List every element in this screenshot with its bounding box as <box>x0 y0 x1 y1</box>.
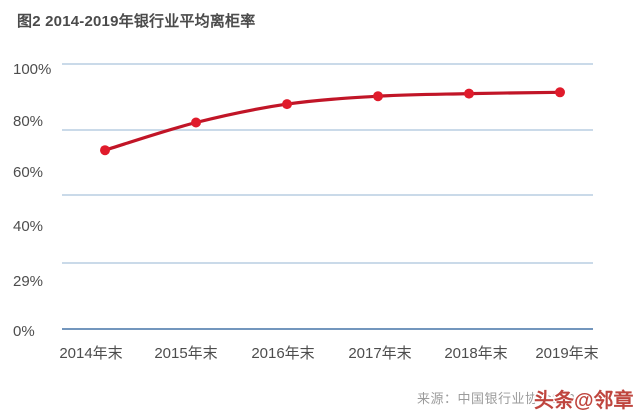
data-point <box>464 88 474 99</box>
data-points <box>100 87 565 156</box>
x-tick-label: 2014年末 <box>59 345 123 362</box>
y-tick-label: 60% <box>13 164 44 181</box>
y-tick-label: 80% <box>13 113 44 130</box>
data-point <box>191 117 201 128</box>
data-point <box>282 99 292 110</box>
x-tick-label: 2019年末 <box>535 345 599 362</box>
x-tick-label: 2017年末 <box>348 345 412 362</box>
source-note: 来源：中国银行业协会2020 <box>417 391 583 406</box>
chart-title: 图2 2014-2019年银行业平均离柜率 <box>17 13 256 30</box>
x-tick-label: 2015年末 <box>154 345 218 362</box>
y-tick-label: 0% <box>13 323 35 340</box>
x-tick-label: 2018年末 <box>444 345 508 362</box>
watermark: 头条@邻章 <box>534 390 634 412</box>
data-point <box>100 145 110 156</box>
x-tick-label: 2016年末 <box>251 345 315 362</box>
trend-line <box>103 90 562 152</box>
y-tick-label: 100% <box>13 61 52 78</box>
data-point <box>373 91 383 102</box>
y-tick-label: 29% <box>13 273 44 290</box>
y-tick-label: 40% <box>13 218 44 235</box>
data-point <box>555 87 565 98</box>
